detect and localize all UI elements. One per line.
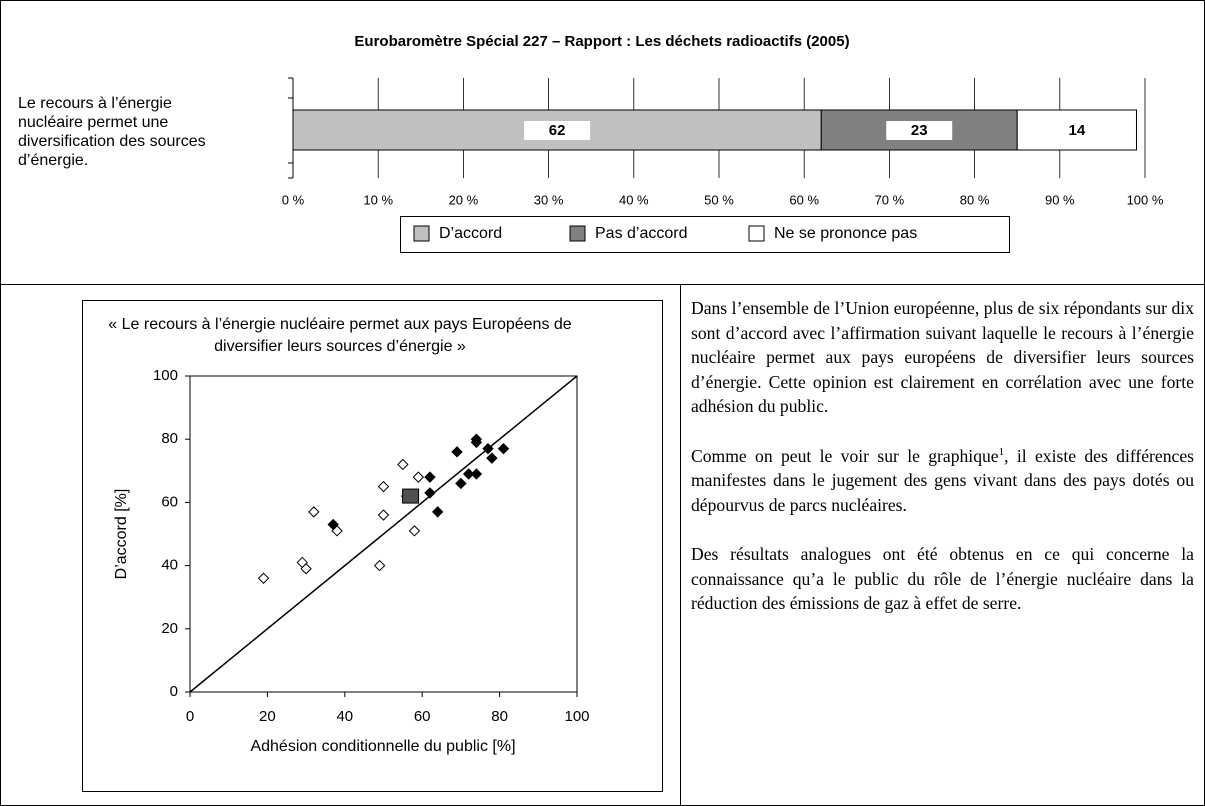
- x-tick-label: 20 %: [449, 192, 479, 207]
- data-label: 14: [1068, 122, 1085, 139]
- y-tick-label: 40: [161, 557, 178, 574]
- y-tick-label: 100: [153, 367, 178, 384]
- point: [257, 572, 270, 584]
- point: [470, 468, 483, 480]
- y-tick-label: 0: [170, 683, 178, 700]
- x-tick-label: 50 %: [704, 192, 734, 207]
- point: [451, 446, 463, 458]
- x-tick-label: 0: [186, 708, 194, 725]
- label-box: [524, 121, 591, 140]
- legend-swatch: [748, 225, 765, 242]
- x-tick-label: 20: [259, 708, 276, 725]
- paragraph: Des résultats analogues ont été obtenus …: [691, 543, 1194, 614]
- diagonal-line: [189, 375, 578, 693]
- label-box: [886, 121, 953, 140]
- point: [300, 563, 312, 575]
- point: [431, 506, 444, 518]
- point: [424, 487, 436, 499]
- x-tick-label: 60 %: [789, 192, 819, 207]
- y-axis-label: D’accord [%]: [113, 489, 130, 580]
- y-tick-label: 80: [161, 430, 178, 447]
- legend-label: D’accord: [439, 225, 502, 242]
- legend-box: [400, 216, 1010, 253]
- x-tick-label: 70 %: [875, 192, 905, 207]
- legend-swatch: [413, 225, 430, 242]
- point: [424, 471, 436, 483]
- x-tick-label: 30 %: [534, 192, 564, 207]
- point: [408, 525, 421, 537]
- point: [327, 518, 339, 531]
- x-tick-label: 100: [564, 708, 589, 725]
- x-tick-label: 10 %: [363, 192, 393, 207]
- point: [308, 506, 320, 518]
- category-label: Le recours à l’énergie nucléaire permet …: [18, 95, 206, 169]
- point: [377, 480, 390, 493]
- scatter-title: « Le recours à l’énergie nucléaire perme…: [108, 316, 572, 355]
- point: [455, 477, 467, 490]
- paragraph: Comme on peut le voir sur le graphique1,…: [691, 444, 1194, 518]
- footnote-ref: 1: [998, 445, 1005, 458]
- legend-label: Ne se prononce pas: [774, 225, 917, 242]
- x-tick-label: 90 %: [1045, 192, 1075, 207]
- text: , il existe des différences manifestes d…: [691, 445, 1194, 515]
- x-tick-label: 60: [414, 708, 431, 725]
- chart-title: Eurobaromètre Spécial 227 – Rapport : Le…: [354, 33, 849, 50]
- point: [497, 442, 510, 455]
- point: [482, 442, 494, 455]
- x-tick-label: 100 %: [1127, 192, 1164, 207]
- point: [373, 559, 386, 572]
- text: Comme on peut le voir sur le graphique: [691, 445, 999, 466]
- x-tick-label: 0 %: [282, 192, 305, 207]
- data-label: 23: [911, 122, 928, 139]
- point: [486, 452, 498, 464]
- paragraph: Dans l’ensemble de l’Union européenne, p…: [691, 298, 1194, 417]
- data-label: 62: [549, 122, 566, 139]
- legend-label: Pas d’accord: [595, 225, 688, 242]
- y-tick-label: 20: [161, 620, 178, 637]
- point: [402, 488, 420, 504]
- x-axis-label: Adhésion conditionnelle du public [%]: [250, 738, 515, 755]
- body-text: Dans l’ensemble de l’Union européenne, p…: [691, 296, 1194, 640]
- point: [462, 468, 475, 480]
- y-tick-label: 60: [161, 493, 178, 510]
- x-tick-label: 80 %: [960, 192, 990, 207]
- point: [470, 436, 483, 449]
- x-tick-label: 80: [491, 708, 508, 725]
- scatter-frame: [82, 300, 663, 792]
- x-tick-label: 40 %: [619, 192, 649, 207]
- point: [412, 471, 425, 483]
- point: [397, 458, 409, 471]
- point: [377, 509, 390, 521]
- legend-swatch: [569, 225, 586, 242]
- x-tick-label: 40: [336, 708, 353, 725]
- bar-segment: [1016, 109, 1137, 151]
